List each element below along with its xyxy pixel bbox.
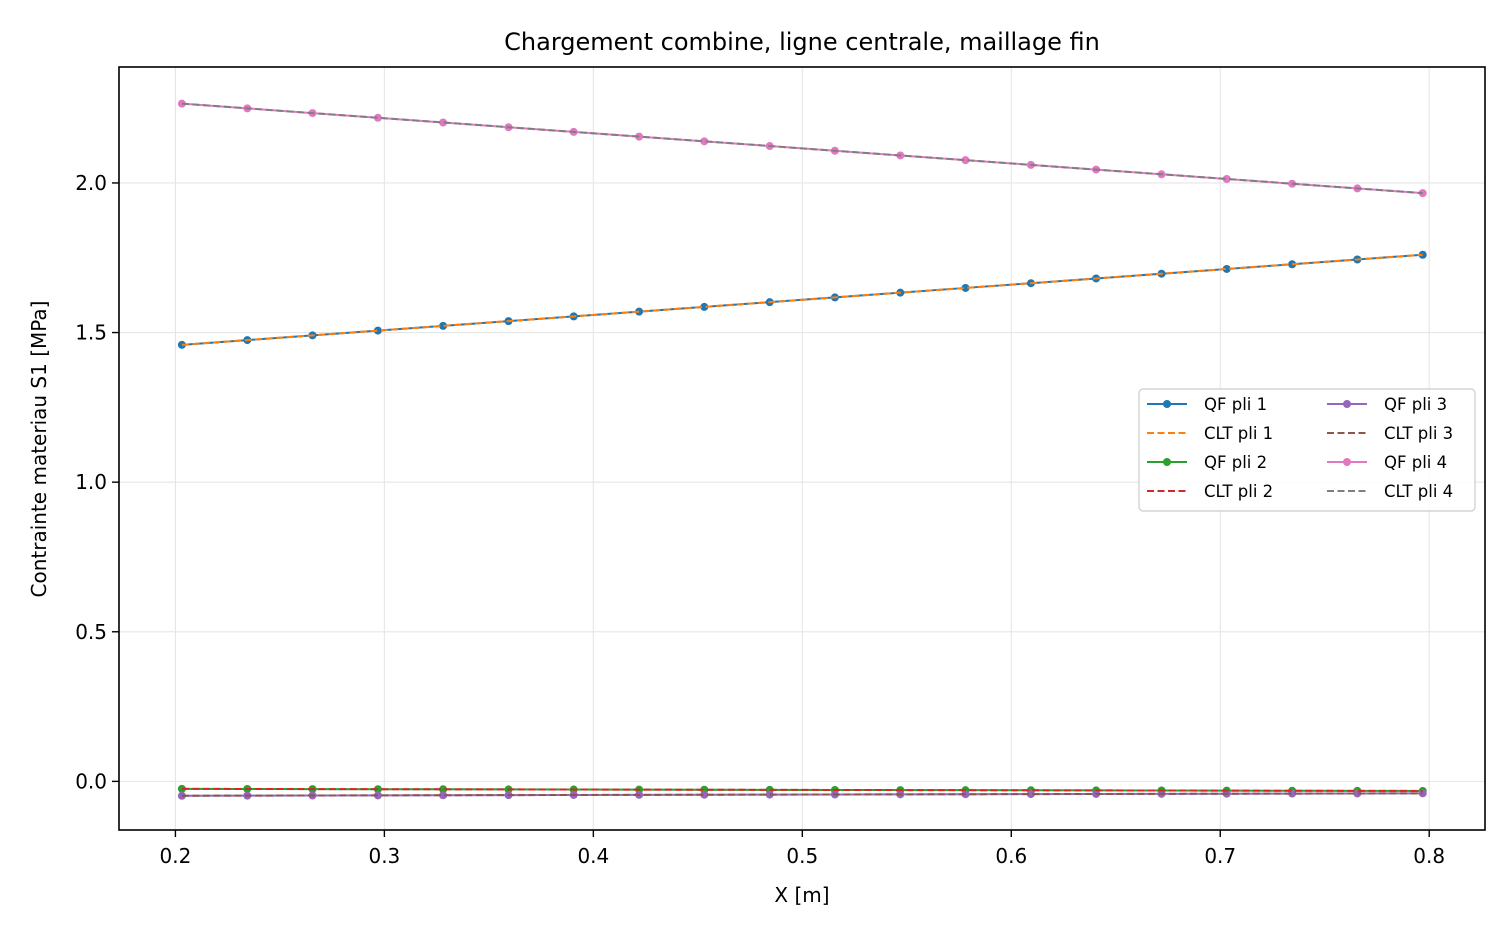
legend-label-qf-pli-1: QF pli 1 bbox=[1204, 395, 1267, 414]
x-tick-label: 0.7 bbox=[1204, 844, 1236, 868]
data-point-qf-pli-2 bbox=[439, 785, 448, 794]
x-axis-label: X [m] bbox=[774, 883, 829, 907]
x-tick-label: 0.2 bbox=[160, 844, 192, 868]
x-tick-label: 0.5 bbox=[786, 844, 818, 868]
legend-item-qf-pli-2: QF pli 2 bbox=[1147, 453, 1267, 472]
series-clt-pli-4 bbox=[181, 102, 1423, 195]
y-tick-label: 1.0 bbox=[75, 470, 107, 494]
series-line-clt-pli-3 bbox=[181, 792, 1423, 797]
x-tick-label: 0.3 bbox=[368, 844, 400, 868]
legend-label-clt-pli-1: CLT pli 1 bbox=[1204, 424, 1273, 443]
data-point-qf-pli-4 bbox=[177, 99, 186, 108]
y-tick-label: 2.0 bbox=[75, 171, 107, 195]
series-clt-pli-1 bbox=[181, 253, 1423, 346]
series-layer bbox=[177, 99, 1427, 800]
data-point-qf-pli-4 bbox=[700, 137, 709, 146]
data-point-qf-pli-1 bbox=[373, 326, 382, 335]
data-point-qf-pli-3 bbox=[1026, 790, 1035, 799]
x-tick-label: 0.6 bbox=[995, 844, 1027, 868]
legend-frame bbox=[1138, 388, 1476, 512]
legend-item-qf-pli-3: QF pli 3 bbox=[1327, 395, 1447, 414]
legend-label-qf-pli-3: QF pli 3 bbox=[1384, 395, 1447, 414]
series-clt-pli-3 bbox=[181, 792, 1423, 797]
series-line-clt-pli-4 bbox=[181, 102, 1423, 195]
data-point-qf-pli-1 bbox=[961, 283, 970, 292]
legend-label-qf-pli-2: QF pli 2 bbox=[1204, 453, 1267, 472]
tick-layer: 0.2 0.3 0.4 0.5 0.6 0.7 0.8 0.0 0.5 1.0 1.5 2.0 bbox=[75, 171, 1445, 868]
chart-title: Chargement combine, ligne centrale, mail… bbox=[504, 28, 1100, 56]
legend-item-qf-pli-4: QF pli 4 bbox=[1327, 453, 1447, 472]
data-point-qf-pli-2 bbox=[373, 785, 382, 794]
y-axis-label: Contrainte materiau S1 [MPa] bbox=[27, 301, 51, 598]
x-tick-label: 0.8 bbox=[1413, 844, 1445, 868]
data-point-qf-pli-3 bbox=[177, 791, 186, 800]
legend-item-clt-pli-1: CLT pli 1 bbox=[1147, 424, 1273, 443]
legend-marker-qf-pli-1 bbox=[1163, 400, 1171, 408]
legend-item-clt-pli-3: CLT pli 3 bbox=[1327, 424, 1453, 443]
legend-label-clt-pli-3: CLT pli 3 bbox=[1384, 424, 1453, 443]
data-point-qf-pli-4 bbox=[373, 113, 382, 122]
data-point-qf-pli-3 bbox=[700, 790, 709, 799]
legend-label-qf-pli-4: QF pli 4 bbox=[1384, 453, 1447, 472]
data-point-qf-pli-2 bbox=[177, 784, 186, 793]
data-point-qf-pli-1 bbox=[700, 302, 709, 311]
legend-label-clt-pli-2: CLT pli 2 bbox=[1204, 482, 1273, 501]
data-point-qf-pli-1 bbox=[1222, 264, 1231, 273]
data-point-qf-pli-4 bbox=[1222, 174, 1231, 183]
legend-marker-qf-pli-4 bbox=[1343, 458, 1351, 466]
x-tick-label: 0.4 bbox=[577, 844, 609, 868]
data-point-qf-pli-3 bbox=[439, 791, 448, 800]
series-line-clt-pli-1 bbox=[181, 253, 1423, 346]
data-point-qf-pli-3 bbox=[373, 791, 382, 800]
legend-marker-qf-pli-2 bbox=[1163, 458, 1171, 466]
data-point-qf-pli-1 bbox=[177, 340, 186, 349]
data-point-qf-pli-1 bbox=[439, 321, 448, 330]
legend-item-qf-pli-1: QF pli 1 bbox=[1147, 395, 1267, 414]
legend-marker-qf-pli-3 bbox=[1343, 400, 1351, 408]
legend-label-clt-pli-4: CLT pli 4 bbox=[1384, 482, 1453, 501]
legend: QF pli 1 CLT pli 1 QF pli 2 CLT pli 2 QF pli… bbox=[1138, 388, 1476, 512]
y-tick-label: 0.0 bbox=[75, 769, 107, 793]
y-tick-label: 1.5 bbox=[75, 321, 107, 345]
series-line-clt-pli-2 bbox=[181, 787, 1423, 792]
data-point-qf-pli-4 bbox=[439, 118, 448, 127]
legend-item-clt-pli-2: CLT pli 2 bbox=[1147, 482, 1273, 501]
data-point-qf-pli-3 bbox=[765, 790, 774, 799]
series-clt-pli-2 bbox=[181, 787, 1423, 792]
y-tick-label: 0.5 bbox=[75, 620, 107, 644]
data-point-qf-pli-4 bbox=[961, 156, 970, 165]
legend-item-clt-pli-4: CLT pli 4 bbox=[1327, 482, 1453, 501]
